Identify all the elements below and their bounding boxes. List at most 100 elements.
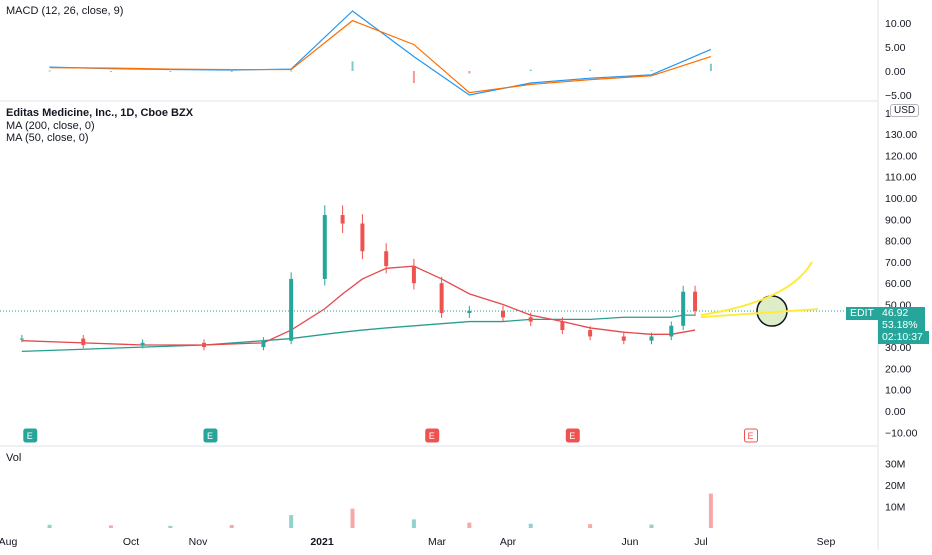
macd-tick-label: 0.00 xyxy=(885,66,906,78)
macd-histogram-bar xyxy=(589,69,592,71)
macd-histogram-bar xyxy=(230,71,233,72)
candle-body xyxy=(19,338,24,340)
candle-body xyxy=(501,310,505,318)
candle-body xyxy=(261,340,266,348)
change-tag: 53.18% xyxy=(878,319,925,332)
volume-tick-label: 10M xyxy=(885,502,905,514)
candle-body xyxy=(81,338,86,345)
price-tick-label: 80.00 xyxy=(885,236,911,248)
volume-bar xyxy=(588,524,593,528)
volume-bar xyxy=(411,519,416,528)
earnings-marker xyxy=(23,428,38,443)
signal-line xyxy=(49,19,712,94)
candle-body xyxy=(360,223,365,252)
candle-body xyxy=(693,291,698,312)
macd-histogram-bar xyxy=(412,71,415,83)
volume-label[interactable]: Vol xyxy=(6,452,22,464)
price-tick-label: 10.00 xyxy=(885,385,911,397)
earnings-marker xyxy=(565,428,580,443)
macd-label[interactable]: MACD (12, 26, close, 9) xyxy=(6,5,124,17)
candle-body xyxy=(528,317,533,322)
x-tick-label: Aug xyxy=(0,536,17,548)
macd-histogram-bar xyxy=(650,70,653,72)
volume-bar xyxy=(229,524,234,528)
macd-histogram-bar xyxy=(468,71,471,74)
x-tick-label: Oct xyxy=(123,536,139,548)
x-tick-label: Jun xyxy=(622,536,639,548)
earnings-marker xyxy=(203,428,218,443)
volume-bar xyxy=(649,524,654,528)
volume-bar xyxy=(47,524,52,528)
macd-histogram-bar xyxy=(529,69,532,71)
volume-bar xyxy=(708,493,713,528)
currency-button[interactable]: USD xyxy=(890,104,920,117)
price-tick-label: 120.00 xyxy=(885,150,917,162)
macd-histogram-bar xyxy=(351,61,354,71)
ma200-label[interactable]: MA (200, close, 0) xyxy=(6,120,95,132)
macd-histogram-bar xyxy=(48,70,51,72)
annotation-arrow xyxy=(700,308,819,319)
volume-bar xyxy=(528,523,533,528)
countdown-tag: 02:10:37 xyxy=(878,331,929,344)
candle-body xyxy=(621,336,626,341)
price-tick-label: 100.00 xyxy=(885,193,917,205)
macd-line xyxy=(49,10,712,96)
candle-body xyxy=(340,215,345,224)
volume-bar xyxy=(467,522,472,528)
ma50-label[interactable]: MA (50, close, 0) xyxy=(6,132,89,144)
price-tick-label: 110.00 xyxy=(885,172,916,184)
earnings-marker-label: E xyxy=(429,431,435,441)
price-tick-label: 130.00 xyxy=(885,129,917,141)
volume-bar xyxy=(289,515,294,528)
ma50-line xyxy=(21,265,696,346)
price-tick-label: −10.00 xyxy=(885,427,918,439)
earnings-marker-label: E xyxy=(569,431,575,441)
candle-body xyxy=(681,291,686,326)
candle-body xyxy=(588,330,593,337)
price-tick-label: 70.00 xyxy=(885,257,911,269)
volume-bar xyxy=(108,525,113,528)
candle-body xyxy=(560,321,565,331)
annotation-arrow xyxy=(700,261,813,317)
candle-body xyxy=(322,215,327,279)
x-tick-label: Sep xyxy=(817,536,836,548)
macd-histogram-bar xyxy=(169,71,172,72)
chart-title[interactable]: Editas Medicine, Inc., 1D, Cboe BZX xyxy=(6,107,194,119)
volume-bar xyxy=(350,508,355,528)
earnings-marker-label: E xyxy=(207,431,213,441)
symbol-tag: EDIT xyxy=(846,307,881,320)
volume-bar xyxy=(168,525,173,528)
earnings-marker xyxy=(744,428,758,443)
candle-body xyxy=(202,342,207,348)
price-tick-label: 90.00 xyxy=(885,214,911,226)
candle-body xyxy=(289,278,294,341)
earnings-marker-label: E xyxy=(27,431,33,441)
x-tick-label: Apr xyxy=(500,536,517,548)
candle-body xyxy=(669,325,674,337)
macd-tick-label: 5.00 xyxy=(885,42,906,54)
price-tick-label: 0.00 xyxy=(885,406,906,418)
candle-body xyxy=(439,283,444,314)
candle-body xyxy=(467,310,472,314)
macd-histogram-bar xyxy=(290,70,293,72)
price-tick-label: 30.00 xyxy=(885,342,911,354)
x-tick-label: Mar xyxy=(428,536,447,548)
volume-tick-label: 30M xyxy=(885,459,905,471)
earnings-marker xyxy=(425,428,440,443)
price-tag: 46.92 xyxy=(878,307,925,320)
price-tick-label: 60.00 xyxy=(885,278,911,290)
x-tick-label: Nov xyxy=(189,536,208,548)
x-tick-label: Jul xyxy=(694,536,707,548)
volume-tick-label: 20M xyxy=(885,480,905,492)
price-tick-label: 20.00 xyxy=(885,363,911,375)
ma200-line xyxy=(21,314,696,353)
macd-tick-label: −5.00 xyxy=(885,90,912,102)
earnings-marker-label: E xyxy=(747,431,753,441)
macd-tick-label: 10.00 xyxy=(885,18,911,30)
candle-body xyxy=(384,251,389,267)
candle-body xyxy=(411,266,416,284)
candle-body xyxy=(649,336,654,341)
x-tick-label: 2021 xyxy=(310,536,334,548)
